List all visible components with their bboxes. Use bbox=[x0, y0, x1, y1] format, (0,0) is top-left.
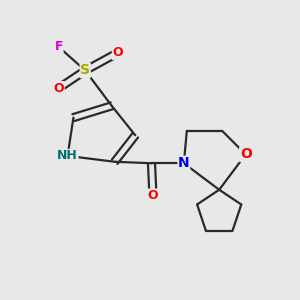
Text: O: O bbox=[112, 46, 123, 59]
Text: F: F bbox=[55, 40, 63, 53]
Text: O: O bbox=[53, 82, 64, 95]
Text: NH: NH bbox=[57, 149, 78, 162]
Text: S: S bbox=[80, 64, 90, 77]
Text: O: O bbox=[148, 189, 158, 202]
Text: N: N bbox=[178, 156, 190, 170]
Text: O: O bbox=[240, 147, 252, 161]
